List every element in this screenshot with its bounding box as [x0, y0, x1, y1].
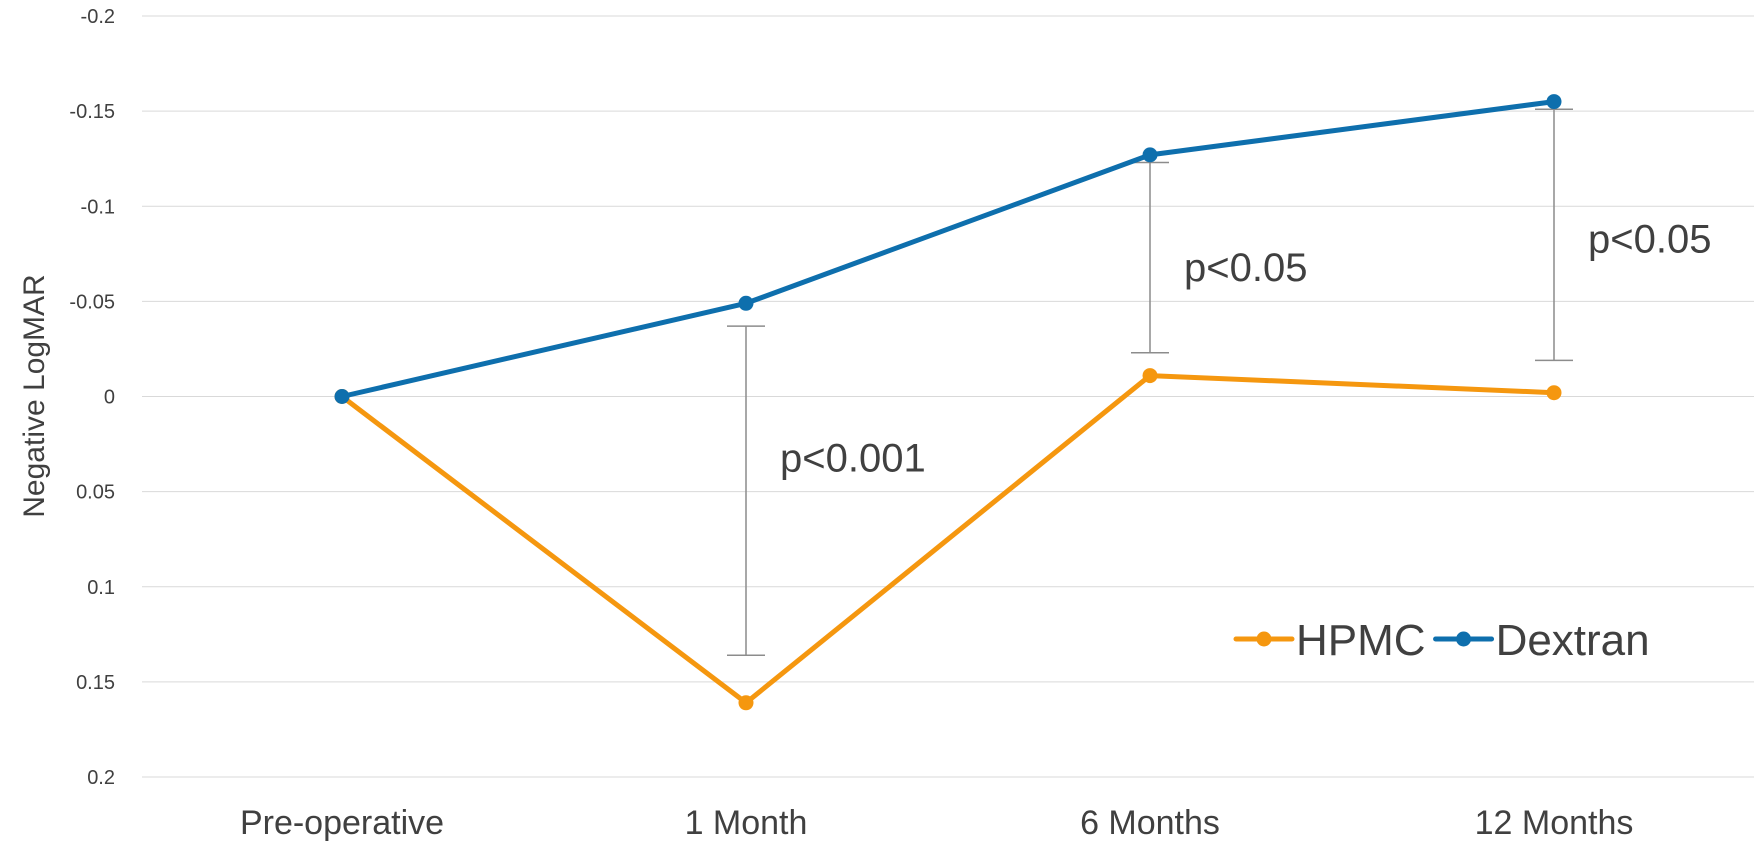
gridlines	[142, 15, 1754, 778]
y-tick-label: 0.2	[87, 767, 115, 789]
data-point-hpmc	[1546, 385, 1562, 401]
data-point-dextran	[334, 389, 350, 404]
p-value-annotation: p<0.05	[1588, 218, 1711, 262]
y-tick-label: -0.15	[69, 101, 115, 123]
legend-entry-dextran: Dextran	[1433, 616, 1650, 665]
data-point-dextran	[1142, 147, 1158, 163]
data-point-hpmc	[738, 695, 754, 711]
y-axis-ticks: -0.2 -0.15 -0.1 -0.05 0 0.05 0.1 0.15 0.2	[69, 6, 115, 789]
error-bar	[1131, 161, 1169, 354]
annotations: p<0.001 p<0.05 p<0.05	[780, 218, 1711, 481]
legend-swatch-marker	[1256, 631, 1272, 647]
data-point-hpmc	[1142, 368, 1158, 384]
y-axis-title: Negative LogMAR	[18, 274, 51, 517]
legend-label: Dextran	[1496, 616, 1650, 665]
y-tick-label: 0.1	[87, 577, 115, 599]
legend: HPMC Dextran	[1233, 616, 1650, 665]
legend-entry-hpmc: HPMC	[1233, 616, 1426, 665]
y-tick-label: 0.05	[76, 482, 115, 504]
data-point-dextran	[738, 295, 754, 311]
legend-swatch-marker	[1456, 631, 1472, 647]
x-tick-label: 12 Months	[1475, 804, 1634, 841]
y-tick-label: -0.2	[81, 6, 115, 28]
y-tick-label: -0.05	[69, 291, 115, 313]
x-axis-ticks: Pre-operative 1 Month 6 Months 12 Months	[240, 804, 1633, 841]
data-point-dextran	[1546, 94, 1562, 110]
p-value-annotation: p<0.001	[780, 436, 926, 480]
error-bar	[727, 325, 765, 656]
series-lines	[334, 94, 1562, 711]
y-tick-label: 0	[104, 387, 115, 409]
y-tick-label: -0.1	[81, 196, 115, 218]
series-line-dextran	[339, 99, 1557, 399]
p-value-annotation: p<0.05	[1184, 246, 1307, 290]
x-tick-label: Pre-operative	[240, 804, 444, 841]
x-tick-label: 1 Month	[685, 804, 808, 841]
error-bars	[727, 108, 1573, 656]
series-line-hpmc	[339, 373, 1557, 706]
x-tick-label: 6 Months	[1080, 804, 1220, 841]
y-tick-label: 0.15	[76, 672, 115, 694]
legend-label: HPMC	[1296, 616, 1426, 665]
error-bar	[1535, 108, 1573, 362]
